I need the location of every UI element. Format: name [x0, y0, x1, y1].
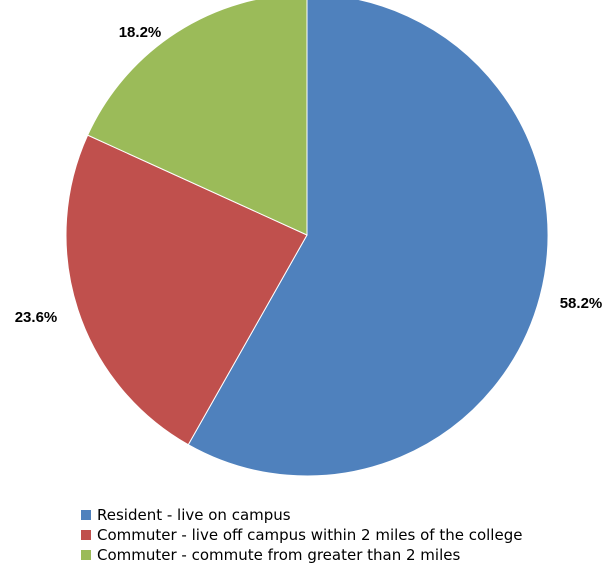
pie-chart: 58.2% 23.6% 18.2% [15, 0, 603, 477]
pie-slice-3 [86, 0, 308, 236]
legend-label-3: Commuter - commute from greater than 2 m… [97, 546, 461, 564]
legend-swatch-1 [81, 510, 91, 520]
data-label-2: 23.6% [15, 309, 58, 326]
pie-slice-2 [65, 134, 308, 446]
pie-slices [65, 0, 549, 477]
pie-slice-1 [187, 0, 549, 477]
legend-label-2: Commuter - live off campus within 2 mile… [97, 526, 523, 544]
legend-item-1: Resident - live on campus [81, 505, 522, 525]
legend-item-2: Commuter - live off campus within 2 mile… [81, 525, 522, 545]
legend-label-1: Resident - live on campus [97, 506, 291, 524]
legend-item-3: Commuter - commute from greater than 2 m… [81, 545, 522, 565]
legend-swatch-3 [81, 550, 91, 560]
data-label-1: 58.2% [560, 295, 603, 312]
chart-legend: Resident - live on campus Commuter - live… [81, 505, 522, 565]
legend-swatch-2 [81, 530, 91, 540]
pie-data-labels: 58.2% 23.6% 18.2% [15, 24, 603, 326]
data-label-3: 18.2% [119, 24, 162, 41]
